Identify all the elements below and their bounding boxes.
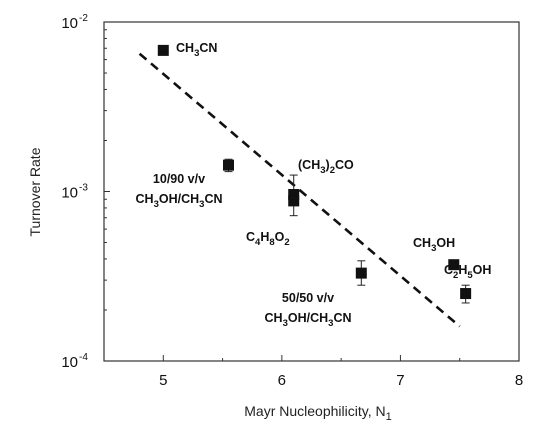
point-label-line2-part: OH/CH — [159, 192, 199, 206]
point-label-line2-part: 3 — [283, 318, 288, 329]
point-label-part: 4 — [255, 237, 261, 248]
point-label-line2-part: CH — [136, 192, 154, 206]
point-label-part: H — [458, 263, 467, 277]
y-tick-label: 10 — [61, 15, 78, 32]
point-label: C4H8O2 — [246, 230, 290, 248]
y-axis-label: Turnover Rate — [27, 147, 43, 236]
y-tick-label-exponent: -2 — [79, 13, 88, 24]
x-axis-label-main: Mayr Nucleophilicity, N — [244, 403, 385, 419]
point-label-line2-part: OH/CH — [288, 311, 328, 325]
point-label-part: C — [246, 230, 255, 244]
data-point — [460, 288, 472, 300]
data-point — [157, 44, 169, 56]
point-label: 50/50 v/v — [282, 291, 334, 305]
point-label-line2-part: 3 — [154, 199, 159, 210]
point-label-part: CH — [176, 41, 194, 55]
x-axis-label: Mayr Nucleophilicity, N1 — [244, 403, 391, 423]
y-tick-label-base: 10 — [61, 185, 78, 202]
point-label: C2H5OH — [444, 263, 491, 281]
point-label-part: OH — [436, 236, 455, 250]
y-tick-label-base: 10 — [61, 354, 78, 371]
point-label: CH3OH — [413, 236, 455, 254]
point-label-part: 3 — [194, 48, 199, 59]
y-tick-label: 10 — [61, 354, 78, 371]
y-tick-label-exponent: -3 — [79, 183, 88, 194]
data-point — [223, 159, 234, 171]
point-label-part: H — [260, 230, 269, 244]
point-label-part: 2 — [284, 237, 289, 248]
data-points — [157, 44, 472, 300]
point-label-part: 8 — [269, 237, 274, 248]
y-tick-label: 10 — [61, 185, 78, 202]
point-label-part: CO — [335, 158, 354, 172]
point-label-line2-part: 3 — [199, 199, 204, 210]
point-label-part: 50/50 v/v — [282, 291, 334, 305]
point-label-part: 3 — [431, 243, 436, 254]
point-label-line2-part: CN — [333, 311, 351, 325]
point-label: CH3CN — [176, 41, 217, 59]
point-label-line2: CH3OH/CH3CN — [136, 192, 223, 210]
y-tick-label-exponent: -4 — [79, 352, 88, 363]
point-label-part: C — [444, 263, 453, 277]
x-tick-labels: 5 6 7 8 — [159, 372, 523, 389]
y-tick-label-base: 10 — [61, 15, 78, 32]
data-point — [355, 267, 367, 279]
point-label-line2: CH3OH/CH3CN — [265, 311, 352, 329]
point-label-part: 3 — [320, 165, 325, 176]
point-label-part: 2 — [453, 270, 458, 281]
x-tick-label: 8 — [515, 372, 523, 389]
axis-ticks — [103, 21, 520, 362]
point-label-part: 10/90 v/v — [153, 172, 205, 186]
point-label-part: OH — [473, 263, 492, 277]
point-label-line2-part: 3 — [328, 318, 333, 329]
x-tick-label: 7 — [396, 372, 404, 389]
point-label-part: CN — [199, 41, 217, 55]
point-label: 10/90 v/v — [153, 172, 205, 186]
y-tick-labels: 10-210-310-4 — [61, 13, 88, 371]
point-label-part: O — [275, 230, 285, 244]
point-label-part: ) — [326, 158, 330, 172]
point-label-part: (CH — [298, 158, 320, 172]
trendline-group — [138, 52, 461, 328]
data-point — [448, 259, 460, 271]
point-label-line2-part: CH — [265, 311, 283, 325]
point-label-part: CH — [413, 236, 431, 250]
data-point — [288, 189, 300, 201]
x-tick-label: 6 — [278, 372, 286, 389]
x-tick-label: 5 — [159, 372, 167, 389]
point-label-part: 5 — [467, 270, 473, 281]
trendline — [138, 52, 461, 328]
point-label-part: 2 — [330, 165, 335, 176]
x-axis-label-sub: 1 — [386, 411, 392, 423]
point-label-line2-part: CN — [204, 192, 222, 206]
data-point — [288, 195, 300, 207]
point-label: (CH3)2CO — [298, 158, 354, 176]
